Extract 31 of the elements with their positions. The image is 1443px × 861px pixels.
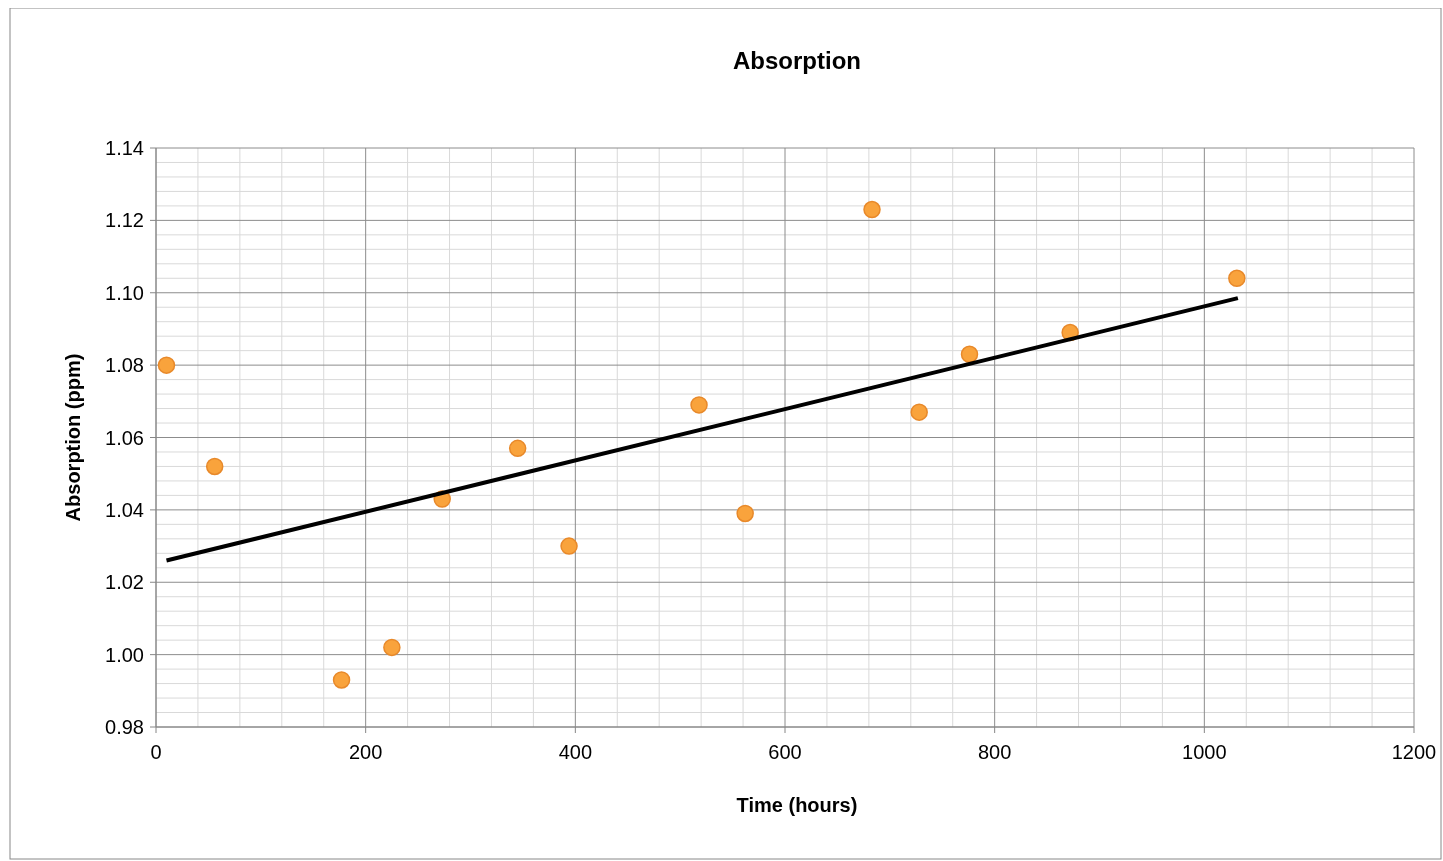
x-tick-label: 1000 [1182,741,1227,763]
y-tick-label: 1.00 [105,643,144,666]
point [157,356,176,374]
point [383,638,401,657]
point [332,671,351,689]
y-tick-label: 1.02 [105,571,144,594]
point [690,396,708,414]
point [1228,269,1246,288]
y-tick-label: 1.12 [105,209,144,232]
point [560,537,578,555]
x-tick-label: 0 [150,741,162,763]
point [508,439,527,458]
y-tick-label: 1.04 [105,498,144,521]
point [736,504,754,523]
y-tick-label: 1.06 [105,426,144,449]
y-axis-title: Absorption (ppm) [62,353,84,522]
x-tick-label: 1200 [1391,741,1437,763]
x-tick-label: 800 [977,741,1012,763]
point [910,403,928,421]
x-tick-label: 400 [558,741,593,763]
y-tick-label: 1.08 [105,354,144,377]
y-tick-label: 1.10 [105,281,144,304]
point [205,457,224,476]
point [863,200,881,219]
chart-title: Absorption [733,47,861,74]
x-tick-label: 200 [348,741,383,763]
point [960,345,979,364]
x-tick-label: 600 [768,741,802,763]
y-tick-label: 1.14 [105,137,144,159]
x-axis-title: Time (hours) [736,794,858,816]
y-tick-label: 0.98 [105,716,144,738]
